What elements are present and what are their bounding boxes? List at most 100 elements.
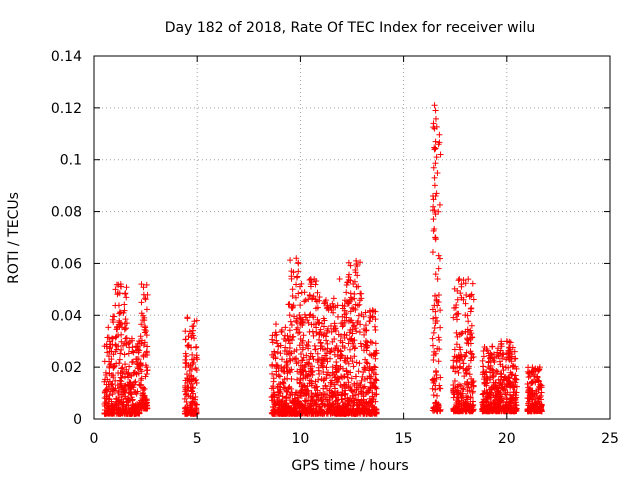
data-point xyxy=(455,400,462,407)
data-point xyxy=(494,385,501,392)
data-point xyxy=(535,378,542,385)
data-point xyxy=(193,352,200,359)
data-point xyxy=(498,371,505,378)
data-point xyxy=(122,290,129,297)
data-point xyxy=(456,275,463,282)
data-point xyxy=(105,405,112,412)
data-point xyxy=(327,372,334,379)
data-point xyxy=(492,400,499,407)
data-point xyxy=(332,398,339,405)
data-point xyxy=(137,404,144,411)
data-point xyxy=(432,320,439,327)
data-point xyxy=(310,410,317,417)
data-point xyxy=(192,365,199,372)
data-point xyxy=(462,300,469,307)
data-point xyxy=(320,315,327,322)
data-point xyxy=(326,394,333,401)
data-point xyxy=(345,379,352,386)
data-point xyxy=(490,367,497,374)
data-point xyxy=(431,292,438,299)
data-point xyxy=(109,335,116,342)
data-point xyxy=(431,174,438,181)
data-point xyxy=(184,342,191,349)
data-point xyxy=(491,381,498,388)
data-point xyxy=(130,358,137,365)
data-point xyxy=(436,201,443,208)
data-point xyxy=(529,369,536,376)
data-point xyxy=(137,366,144,373)
data-point xyxy=(107,344,114,351)
data-point xyxy=(463,292,470,299)
data-point xyxy=(371,323,378,330)
data-point xyxy=(119,401,126,408)
data-point xyxy=(333,343,340,350)
data-point xyxy=(338,391,345,398)
data-point xyxy=(462,280,469,287)
data-point xyxy=(353,359,360,366)
data-point xyxy=(182,359,189,366)
data-point xyxy=(183,353,190,360)
data-point xyxy=(480,368,487,375)
data-point xyxy=(511,348,518,355)
data-point xyxy=(118,338,125,345)
data-point xyxy=(434,302,441,309)
y-tick-label: 0.08 xyxy=(51,205,82,221)
data-point xyxy=(373,377,380,384)
data-point xyxy=(303,406,310,413)
data-point xyxy=(318,343,325,350)
data-point xyxy=(435,252,442,259)
data-point xyxy=(186,409,193,416)
data-point xyxy=(115,388,122,395)
data-point xyxy=(454,296,461,303)
data-point xyxy=(281,406,288,413)
data-point xyxy=(281,376,288,383)
data-point xyxy=(468,350,475,357)
data-point xyxy=(508,403,515,410)
data-point xyxy=(460,296,467,303)
data-point xyxy=(354,272,361,279)
data-point xyxy=(334,389,341,396)
data-point xyxy=(132,369,139,376)
data-point xyxy=(432,271,439,278)
data-point xyxy=(305,397,312,404)
data-point xyxy=(141,401,148,408)
data-point xyxy=(295,290,302,297)
data-point xyxy=(117,320,124,327)
data-point xyxy=(127,390,134,397)
data-point xyxy=(464,328,471,335)
data-point xyxy=(319,345,326,352)
data-point xyxy=(126,410,133,417)
data-point xyxy=(182,336,189,343)
data-point xyxy=(314,350,321,357)
x-tick-label: 10 xyxy=(291,431,309,447)
data-point xyxy=(334,302,341,309)
data-point xyxy=(529,379,536,386)
data-point xyxy=(464,312,471,319)
data-point xyxy=(343,310,350,317)
data-point xyxy=(455,352,462,359)
data-point xyxy=(351,345,358,352)
data-point xyxy=(328,377,335,384)
data-point xyxy=(297,336,304,343)
data-point xyxy=(271,348,278,355)
data-point xyxy=(297,302,304,309)
data-point xyxy=(300,375,307,382)
data-point xyxy=(436,131,443,138)
data-point xyxy=(192,405,199,412)
data-point xyxy=(306,292,313,299)
data-point xyxy=(137,382,144,389)
data-point xyxy=(469,280,476,287)
data-point xyxy=(339,305,346,312)
data-point xyxy=(293,389,300,396)
data-point xyxy=(354,302,361,309)
data-point xyxy=(436,255,443,262)
data-point xyxy=(343,282,350,289)
data-point xyxy=(192,396,199,403)
data-point xyxy=(322,297,329,304)
data-point xyxy=(352,306,359,313)
data-point xyxy=(314,387,321,394)
data-point xyxy=(324,327,331,334)
data-point xyxy=(309,328,316,335)
data-point xyxy=(138,321,145,328)
data-point xyxy=(504,381,511,388)
